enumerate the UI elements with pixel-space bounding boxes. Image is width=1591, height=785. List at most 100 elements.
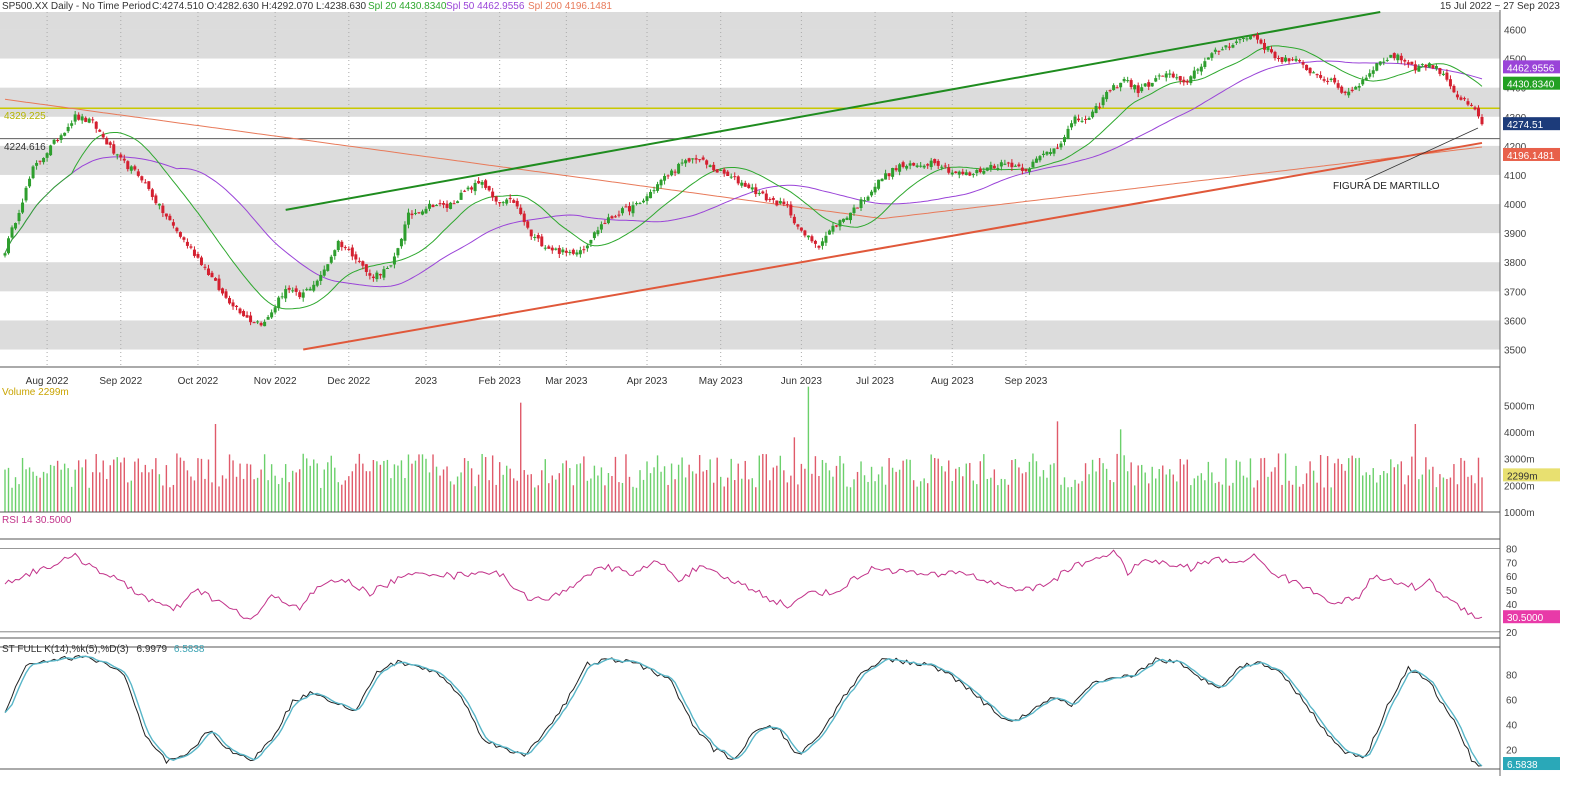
candle-body — [750, 187, 754, 190]
candle-body — [589, 239, 593, 244]
volume-bar — [267, 480, 269, 512]
volume-bar — [176, 453, 178, 512]
candle-body — [729, 176, 733, 178]
rsi-tag-bg — [1503, 610, 1560, 624]
candle-body — [221, 288, 225, 294]
candle-body — [175, 227, 179, 232]
volume-bar — [1323, 487, 1325, 512]
volume-bar — [400, 460, 403, 512]
annotation-pointer — [1364, 127, 1479, 181]
candle-body — [1206, 57, 1210, 60]
candle-body — [771, 198, 775, 200]
volume-bar — [1172, 474, 1174, 512]
volume-bar — [358, 453, 361, 512]
candle-body — [1308, 67, 1312, 74]
volume-bar — [1267, 476, 1269, 512]
volume-bar — [1372, 468, 1374, 512]
volume-bar — [821, 460, 824, 512]
volume-bar — [1021, 473, 1024, 512]
volume-bar — [1218, 481, 1220, 512]
candle-body — [1368, 73, 1372, 77]
volume-bar — [790, 475, 792, 512]
volume-bar — [165, 465, 168, 512]
candle-body — [1052, 148, 1056, 154]
volume-bar — [344, 480, 347, 512]
rsi-tick: 40 — [1506, 600, 1518, 611]
candle-body — [480, 182, 484, 185]
candle-body — [687, 158, 691, 162]
volume-bar — [797, 484, 799, 512]
candle-body — [42, 157, 46, 163]
volume-bar — [649, 473, 652, 512]
candle-body — [129, 166, 133, 171]
volume-bar — [1411, 456, 1413, 512]
candle-body — [603, 222, 607, 224]
volume-bar — [1316, 482, 1318, 512]
stoch-tick: 40 — [1506, 720, 1518, 731]
candle-body — [912, 162, 916, 166]
volume-bar — [460, 472, 462, 512]
candle-body — [733, 176, 737, 178]
candle-body — [585, 245, 589, 249]
level-4224-label: 4224.616 — [4, 142, 46, 153]
volume-bar — [1025, 472, 1027, 512]
volume-bar — [951, 481, 953, 512]
volume-bar — [758, 455, 760, 512]
candle-body — [1476, 107, 1480, 117]
candle-body — [673, 171, 677, 173]
candle-body — [870, 191, 874, 196]
volume-bar — [502, 474, 504, 512]
date-range: 15 Jul 2022 ~ 27 Sep 2023 — [1440, 1, 1560, 12]
volume-bar — [113, 459, 115, 512]
volume-bar — [46, 473, 48, 512]
candle-body — [515, 200, 519, 207]
candle-body — [399, 238, 403, 247]
volume-bar — [351, 471, 354, 512]
candle-body — [627, 206, 631, 212]
price-tick: 4100 — [1504, 171, 1527, 182]
volume-bar — [1295, 465, 1297, 512]
volume-bar — [393, 464, 396, 512]
volume-bar — [1467, 476, 1469, 512]
candle-body — [133, 166, 137, 170]
volume-bar — [948, 460, 950, 512]
volume-bar — [1421, 474, 1424, 512]
candle-body — [508, 197, 512, 200]
candle-body — [1361, 79, 1365, 85]
volume-bar — [965, 463, 967, 512]
candle-body — [806, 235, 810, 238]
sma50-readout: Spl 50 4462.9556 — [446, 1, 525, 12]
volume-bar — [32, 471, 34, 512]
candle-body — [333, 250, 337, 257]
volume-bar — [470, 468, 473, 512]
candle-body — [722, 169, 726, 174]
volume-bar — [1253, 487, 1255, 512]
candle-body — [845, 217, 849, 221]
candle-body — [1455, 94, 1459, 98]
candle-body — [1420, 64, 1424, 66]
candle-body — [1220, 49, 1224, 51]
candle-body — [522, 213, 526, 223]
volume-bar — [1105, 468, 1108, 512]
volume-bar — [11, 487, 13, 512]
candle-body — [1427, 63, 1431, 68]
candle-body — [1336, 83, 1340, 88]
volume-bar — [1442, 477, 1445, 512]
candle-body — [84, 117, 88, 122]
volume-bar — [537, 485, 539, 512]
volume-bar — [804, 468, 806, 512]
candle-body — [340, 241, 344, 248]
candle-body — [1150, 82, 1154, 87]
candle-body — [971, 174, 975, 176]
volume-bar — [1270, 471, 1273, 512]
volume-bar — [1109, 479, 1111, 512]
candle-body — [540, 236, 544, 247]
price-tick: 4200 — [1504, 142, 1527, 153]
volume-bar — [442, 469, 445, 512]
volume-bar — [432, 454, 434, 512]
candle-body — [936, 161, 940, 166]
candle-body — [14, 223, 18, 229]
candle-body — [1147, 82, 1151, 87]
candle-body — [550, 247, 554, 251]
candle-body — [1140, 87, 1144, 92]
